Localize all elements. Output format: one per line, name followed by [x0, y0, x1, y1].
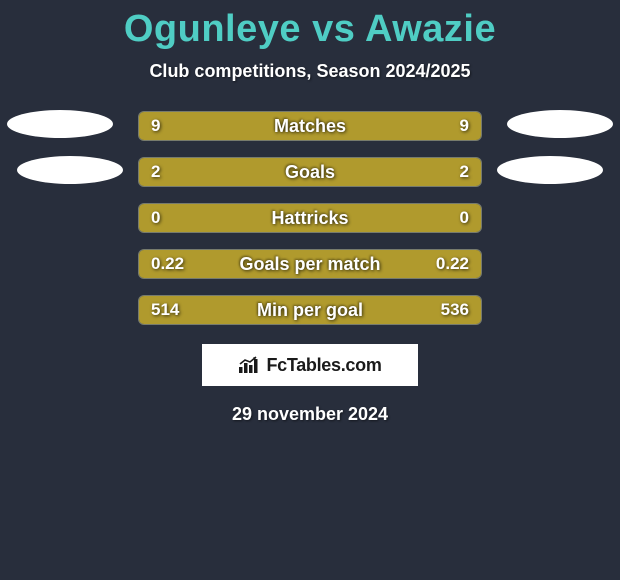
- logo-box[interactable]: FcTables.com: [202, 344, 418, 386]
- subtitle: Club competitions, Season 2024/2025: [0, 61, 620, 82]
- date-label: 29 november 2024: [0, 404, 620, 425]
- stat-bar-left: [139, 158, 310, 186]
- stat-bar-track: 0.220.22Goals per match: [138, 249, 482, 279]
- stat-bar-right: [310, 250, 481, 278]
- stat-bar-track: 22Goals: [138, 157, 482, 187]
- main-container: Ogunleye vs Awazie Club competitions, Se…: [0, 0, 620, 425]
- logo-text: FcTables.com: [266, 355, 381, 376]
- stat-row: 514536Min per goal: [0, 294, 620, 326]
- stat-bar-track: 99Matches: [138, 111, 482, 141]
- stat-bar-left: [139, 250, 310, 278]
- stat-row: 0.220.22Goals per match: [0, 248, 620, 280]
- stat-bar-right: [313, 296, 481, 324]
- stat-row: 00Hattricks: [0, 202, 620, 234]
- stat-row: 99Matches: [0, 110, 620, 142]
- stat-bar-left: [139, 204, 310, 232]
- stat-bar-right: [310, 158, 481, 186]
- stat-row: 22Goals: [0, 156, 620, 188]
- stat-bar-right: [310, 112, 481, 140]
- stat-bar-left: [139, 296, 313, 324]
- chart-icon: [238, 356, 260, 374]
- stat-rows: 99Matches 22Goals 00Hattricks 0.220.22Goals…: [0, 110, 620, 326]
- stat-bar-track: 514536Min per goal: [138, 295, 482, 325]
- stat-bar-track: 00Hattricks: [138, 203, 482, 233]
- page-title: Ogunleye vs Awazie: [0, 8, 620, 51]
- stats-area: 99Matches 22Goals 00Hattricks 0.220.22Goals…: [0, 110, 620, 326]
- stat-bar-right: [310, 204, 481, 232]
- stat-bar-left: [139, 112, 310, 140]
